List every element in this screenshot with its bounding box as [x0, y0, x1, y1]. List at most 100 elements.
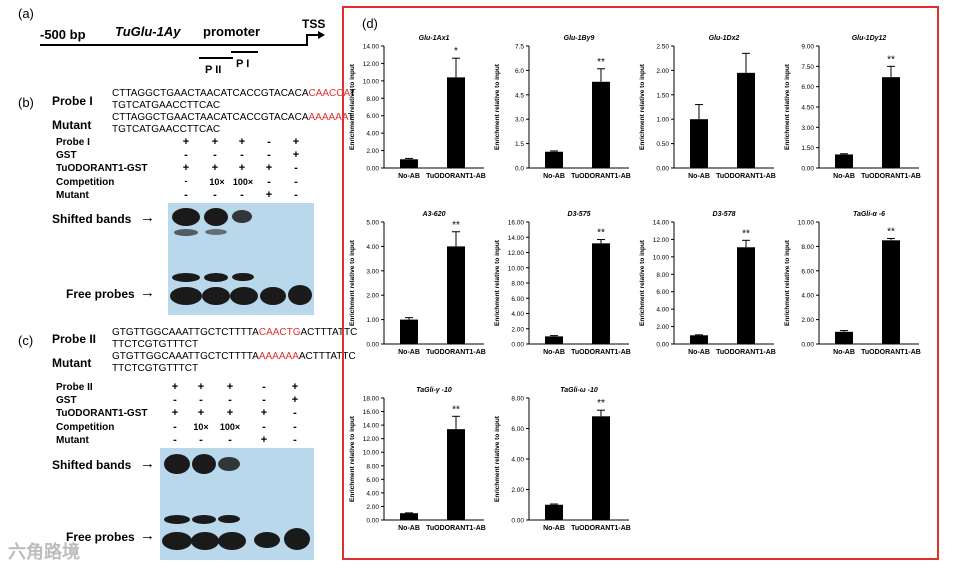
chart-9-y-tick-label: 2.00: [366, 504, 379, 511]
gel-band: [172, 273, 200, 282]
chart-6-x-tick-label: TuODORANT1-AB: [571, 349, 631, 356]
chart-10-significance: **: [597, 398, 605, 409]
b-free-arrow-icon: →: [140, 284, 155, 301]
chart-6-y-tick-label: 16.00: [508, 220, 525, 227]
chart-6-bar: [545, 336, 563, 344]
gel-image-b: [168, 203, 314, 315]
b-mark: -: [240, 189, 244, 201]
gel-band: [191, 532, 219, 550]
mutant-1-seq-part-b: T: [347, 112, 354, 123]
probe-2-label: Probe II: [52, 332, 97, 346]
gel-band: [205, 229, 227, 235]
probe-1-seq-part-b: T: [349, 88, 356, 99]
gel-band: [164, 515, 190, 524]
chart-5-x-tick-label: TuODORANT1-AB: [426, 349, 486, 356]
mutant-1-seq-part-a: CTTAGGCTGAACTAACATCACCGTACACA: [112, 112, 309, 123]
chart-8-y-tick-label: 6.00: [801, 268, 814, 275]
panel-c-label: (c): [18, 333, 34, 348]
c-mark: +: [291, 381, 299, 393]
c-row-label: Mutant: [56, 435, 89, 446]
chart-3-title: Glu-1Dx2: [709, 35, 740, 42]
chart-6-y-tick-label: 4.00: [511, 311, 524, 318]
probe-2-sequence: GTGTTGGCAAATTGCTCTTTTACAACTGACTTTATTC TT…: [112, 327, 357, 351]
chart-2-y-label: Enrichment relative to input: [494, 63, 501, 150]
probe-1-seq-core: CAACCA: [308, 88, 350, 99]
chart-1-significance: *: [454, 46, 458, 57]
c-mark: 10×: [193, 422, 209, 432]
chart-9-y-tick-label: 16.00: [363, 409, 380, 416]
b-row-label: Competition: [56, 177, 115, 188]
c-mark: -: [173, 434, 177, 446]
chart-4-significance: **: [887, 54, 895, 65]
gel-band: [170, 287, 202, 305]
chart-7-significance: **: [742, 228, 750, 239]
chart-10-bar: [592, 416, 610, 520]
chart-5-bar: [400, 319, 418, 344]
gel-band: [218, 515, 240, 523]
gel-image-c: [160, 448, 314, 560]
c-mark: -: [199, 394, 203, 406]
chart-4-y-tick-label: 9.00: [801, 44, 814, 51]
chart-7-y-tick-label: 6.00: [656, 289, 669, 296]
gel-band: [232, 210, 252, 223]
chart-9-y-tick-label: 12.00: [363, 436, 380, 443]
chart-9-x-tick-label: TuODORANT1-AB: [426, 525, 486, 532]
panel-d-label: (d): [362, 16, 378, 31]
c-shifted-bands-label: Shifted bands: [52, 458, 132, 472]
chart-7-x-tick-label: No-AB: [688, 349, 710, 356]
chart-6-y-tick-label: 12.00: [508, 250, 525, 257]
c-mark: +: [171, 407, 179, 419]
chart-2-y-tick-label: 4.5: [515, 92, 524, 99]
chart-6-y-tick-label: 14.00: [508, 235, 525, 242]
chart-4-x-tick-label: TuODORANT1-AB: [861, 173, 921, 180]
b-mark: -: [294, 176, 298, 188]
chart-2-bar: [545, 151, 563, 168]
gel-band: [260, 287, 286, 305]
panel-b-label: (b): [18, 95, 34, 110]
chart-4-y-tick-label: 3.00: [801, 125, 814, 132]
chart-9-bar: [447, 429, 465, 520]
gel-band: [284, 528, 310, 550]
chart-1-x-tick-label: No-AB: [398, 173, 420, 180]
chart-8-y-tick-label: 4.00: [801, 293, 814, 300]
c-row-label: TuODORANT1-GST: [56, 408, 148, 419]
b-mark: -: [294, 162, 298, 174]
gel-band: [232, 273, 254, 281]
chart-9-x-tick-label: No-AB: [398, 525, 420, 532]
chart-4-y-tick-label: 6.00: [801, 84, 814, 91]
chart-3-y-tick-label: 1.00: [656, 117, 669, 124]
chart-2-y-tick-label: 0.0: [515, 166, 524, 173]
chart-6-y-tick-label: 2.00: [511, 326, 524, 333]
b-mark: +: [182, 136, 190, 148]
chart-8-x-tick-label: No-AB: [833, 349, 855, 356]
c-mark: -: [293, 434, 297, 446]
b-mark: +: [211, 136, 219, 148]
chart-10-x-tick-label: No-AB: [543, 525, 565, 532]
chart-5-y-tick-label: 1.00: [366, 317, 379, 324]
chart-2-bar: [592, 81, 610, 168]
chart-5-title: A3-620: [422, 211, 446, 218]
mutant-2-seq-part-a: GTGTTGGCAAATTGCTCTTTTA: [112, 351, 259, 362]
chart-8-bar: [882, 240, 900, 344]
chart-10-y-tick-label: 0.00: [511, 518, 524, 525]
chart-8-y-tick-label: 2.00: [801, 317, 814, 324]
probe-1-seq-line2: TGTCATGAACCTTCAC: [112, 100, 221, 111]
chart-2-x-tick-label: TuODORANT1-AB: [571, 173, 631, 180]
chart-7-y-tick-label: 8.00: [656, 272, 669, 279]
chart-9-y-tick-label: 6.00: [366, 477, 379, 484]
c-mark: -: [199, 434, 203, 446]
gel-band: [218, 457, 240, 471]
tss-arrow-icon: [318, 31, 325, 39]
chart-1-y-tick-label: 6.00: [366, 113, 379, 120]
probe-2-seq-core: CAACTG: [258, 327, 301, 338]
chart-7-title: D3-578: [713, 211, 736, 218]
c-mark: -: [262, 381, 266, 393]
chart-1-bar: [400, 159, 418, 168]
chart-3-x-tick-label: TuODORANT1-AB: [716, 173, 776, 180]
chart-4-bar: [882, 77, 900, 168]
chart-7-y-tick-label: 10.00: [653, 254, 670, 261]
c-free-probes-label: Free probes: [66, 530, 135, 544]
chart-4-title: Glu-1Dy12: [852, 35, 887, 42]
b-mark: +: [292, 149, 300, 161]
chart-8-y-label: Enrichment relative to input: [784, 239, 791, 326]
